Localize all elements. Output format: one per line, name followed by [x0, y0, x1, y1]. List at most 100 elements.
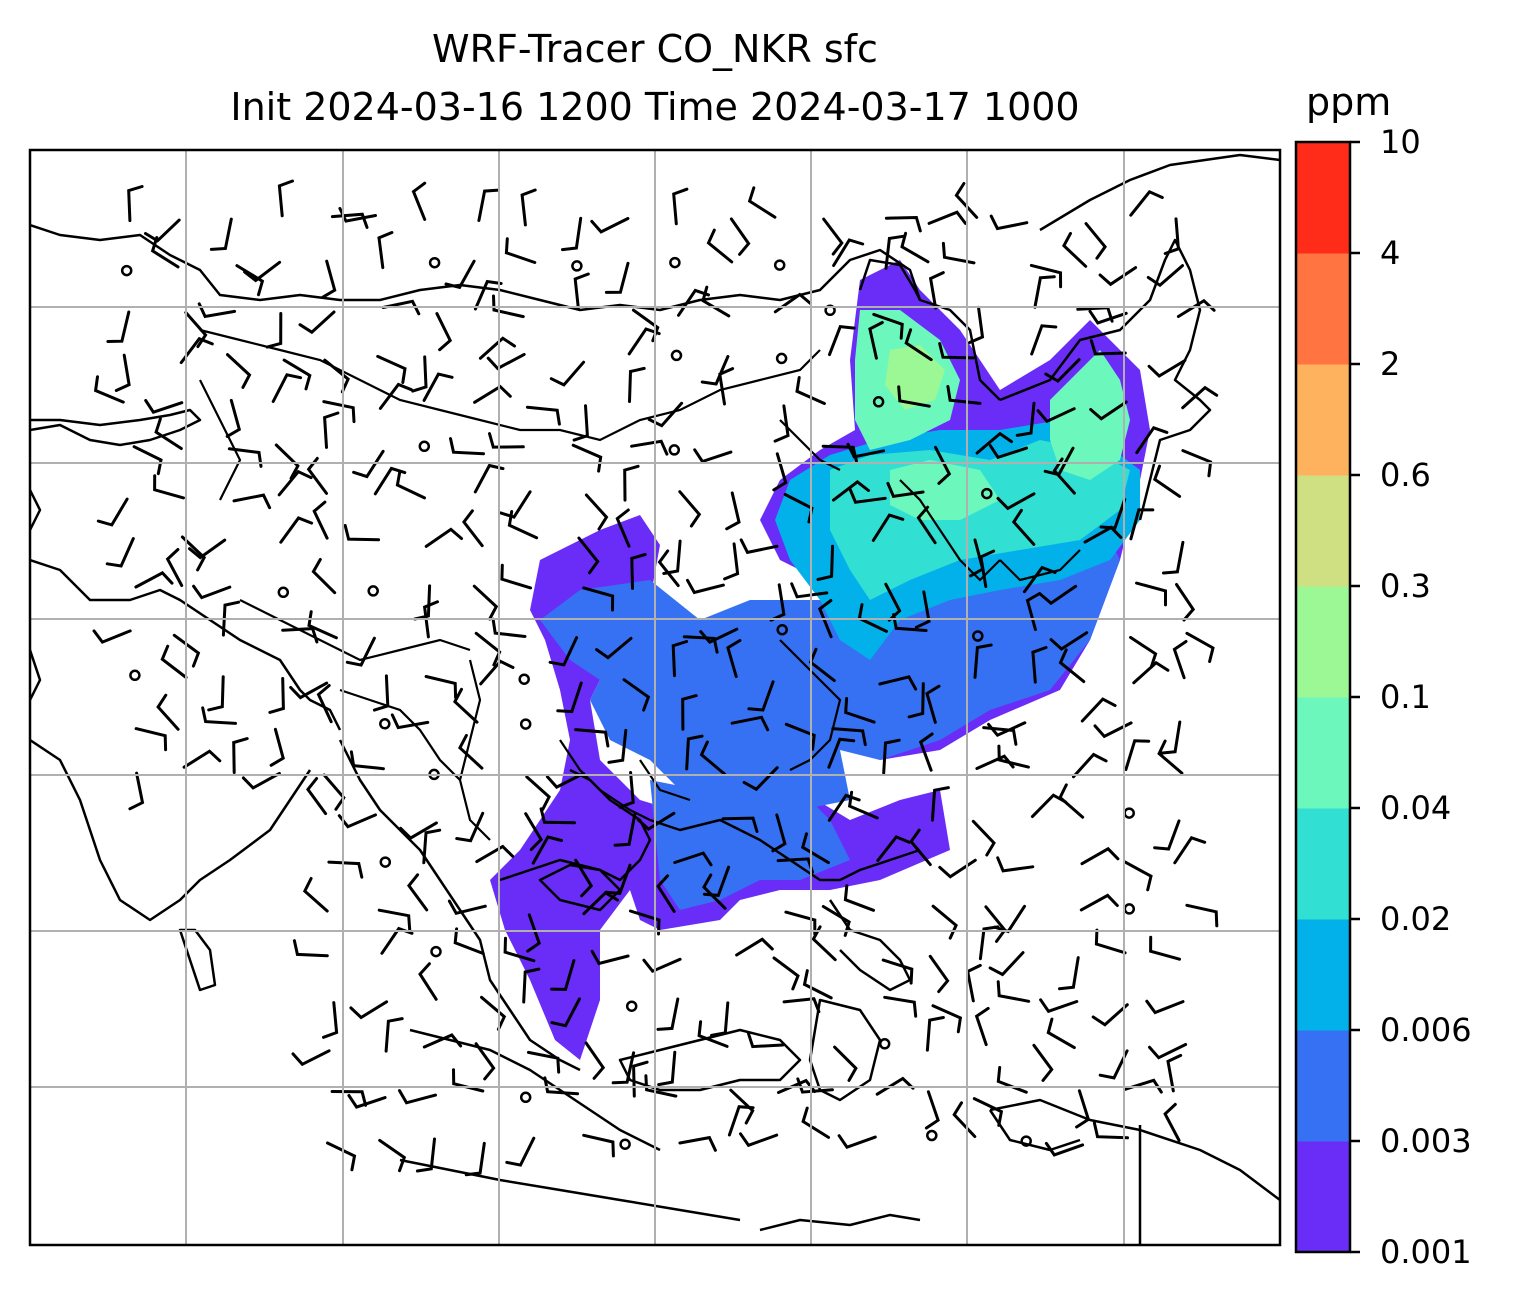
wind-barb	[134, 727, 168, 752]
wind-barb	[802, 969, 833, 1000]
wind-barb	[1072, 752, 1108, 779]
wind-barb	[128, 771, 145, 811]
wind-barb	[630, 439, 669, 456]
wind-barb	[180, 535, 207, 572]
wind-barb	[997, 744, 1030, 769]
wind-barb	[378, 1138, 407, 1173]
wind-barb	[347, 1094, 387, 1109]
wind-barb	[473, 279, 503, 311]
wind-barb	[966, 963, 982, 1003]
wind-barb	[114, 353, 131, 392]
calm-wind-marker	[379, 718, 391, 730]
wind-barb	[881, 958, 914, 985]
wind-barb	[453, 927, 485, 955]
wind-barb	[1124, 739, 1151, 771]
wind-barb	[843, 884, 875, 912]
wind-barb	[444, 259, 476, 290]
wind-barb	[886, 481, 925, 498]
wind-barb	[277, 469, 313, 497]
wind-barb	[914, 590, 931, 629]
wind-barb	[472, 584, 499, 621]
wind-barb	[144, 399, 184, 414]
wind-barb	[1029, 263, 1063, 289]
wind-barb	[422, 828, 442, 865]
wind-barb	[1030, 324, 1058, 356]
wind-barb	[1173, 836, 1207, 865]
wind-barb	[1075, 1089, 1091, 1129]
wind-barb	[1166, 1053, 1183, 1093]
wind-barb	[673, 851, 713, 867]
colorbar-segment	[1296, 1141, 1350, 1253]
wind-barb	[449, 437, 485, 456]
wind-barb	[492, 294, 525, 319]
wind-barb	[352, 449, 385, 479]
wind-barb	[302, 877, 329, 913]
calm-wind-marker	[379, 856, 392, 868]
wind-barb	[700, 355, 730, 386]
wind-barb	[556, 681, 583, 714]
wind-barb	[1049, 631, 1089, 651]
wind-barb	[381, 299, 421, 316]
wind-barb	[1088, 309, 1128, 325]
calm-wind-marker	[428, 256, 441, 269]
wind-barb	[480, 995, 507, 1031]
wind-barb	[928, 271, 945, 310]
wind-barb	[1185, 631, 1215, 663]
wind-barb	[265, 312, 283, 349]
wind-barb	[971, 819, 996, 857]
calm-wind-marker	[670, 349, 683, 362]
wind-barb	[875, 1076, 915, 1096]
wind-barb	[1031, 646, 1048, 684]
wind-barb	[772, 956, 800, 991]
colorbar-frame	[1294, 140, 1352, 1254]
wind-barb	[833, 1045, 858, 1082]
wind-barb	[972, 1097, 1004, 1127]
wind-barb	[930, 786, 950, 822]
wind-barb	[455, 811, 485, 843]
wind-barb	[1011, 508, 1036, 546]
wind-barb	[718, 367, 735, 406]
wind-barb	[106, 310, 131, 343]
wind-barb	[105, 537, 135, 568]
wind-barb	[611, 1051, 636, 1085]
wind-barb	[462, 509, 484, 548]
wind-barb	[790, 582, 829, 599]
wind-barb	[277, 179, 294, 218]
wind-barb	[165, 548, 184, 587]
wind-barb	[1079, 893, 1119, 912]
plume-region-core2	[1050, 350, 1130, 480]
wind-barb	[582, 586, 615, 612]
calm-wind-marker	[972, 630, 984, 642]
wind-barb	[447, 899, 487, 916]
wind-barb	[377, 908, 412, 932]
wind-barb	[150, 236, 180, 269]
wind-barb	[671, 640, 689, 678]
wind-barb	[900, 231, 930, 264]
wind-barb	[316, 684, 333, 724]
wind-barb	[954, 182, 979, 219]
calm-wind-marker	[668, 444, 681, 456]
colorbar-tick-label: 0.001	[1380, 1233, 1472, 1271]
wind-barb	[227, 447, 263, 468]
wind-barb	[327, 860, 364, 879]
plume-region-mid2	[650, 780, 850, 910]
wind-barb	[321, 259, 337, 299]
wind-barb	[486, 352, 526, 371]
colorbar-tick-label: 0.6	[1380, 456, 1431, 494]
wind-barb	[746, 1031, 785, 1049]
wind-barb	[784, 910, 817, 936]
wind-barb	[1123, 860, 1153, 892]
wind-barb	[989, 214, 1029, 231]
wind-barb	[1148, 1043, 1188, 1060]
calm-wind-marker	[1123, 903, 1136, 915]
wind-barb	[499, 490, 532, 519]
wind-barb	[1145, 999, 1185, 1015]
wind-barb	[338, 207, 377, 223]
wind-barb	[657, 1050, 677, 1087]
wind-barb	[747, 186, 777, 219]
wind-barb	[827, 793, 861, 822]
wind-barb	[384, 1017, 404, 1053]
wind-barb	[1058, 956, 1080, 991]
wind-barb	[868, 321, 884, 360]
wind-barb	[784, 722, 816, 751]
